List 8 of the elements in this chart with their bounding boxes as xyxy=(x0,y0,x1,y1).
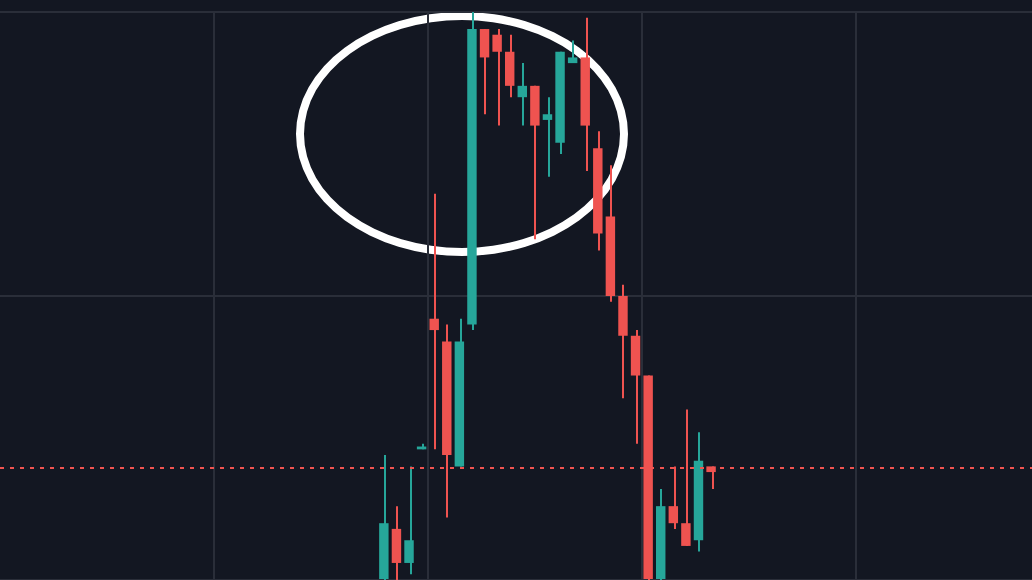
candlestick xyxy=(630,329,641,445)
candlestick xyxy=(618,283,628,400)
candlestick xyxy=(517,62,528,127)
candlestick xyxy=(404,465,414,576)
candlestick xyxy=(504,33,515,99)
candlestick xyxy=(391,505,402,580)
candlestick xyxy=(429,192,439,451)
candlestick xyxy=(530,84,540,241)
